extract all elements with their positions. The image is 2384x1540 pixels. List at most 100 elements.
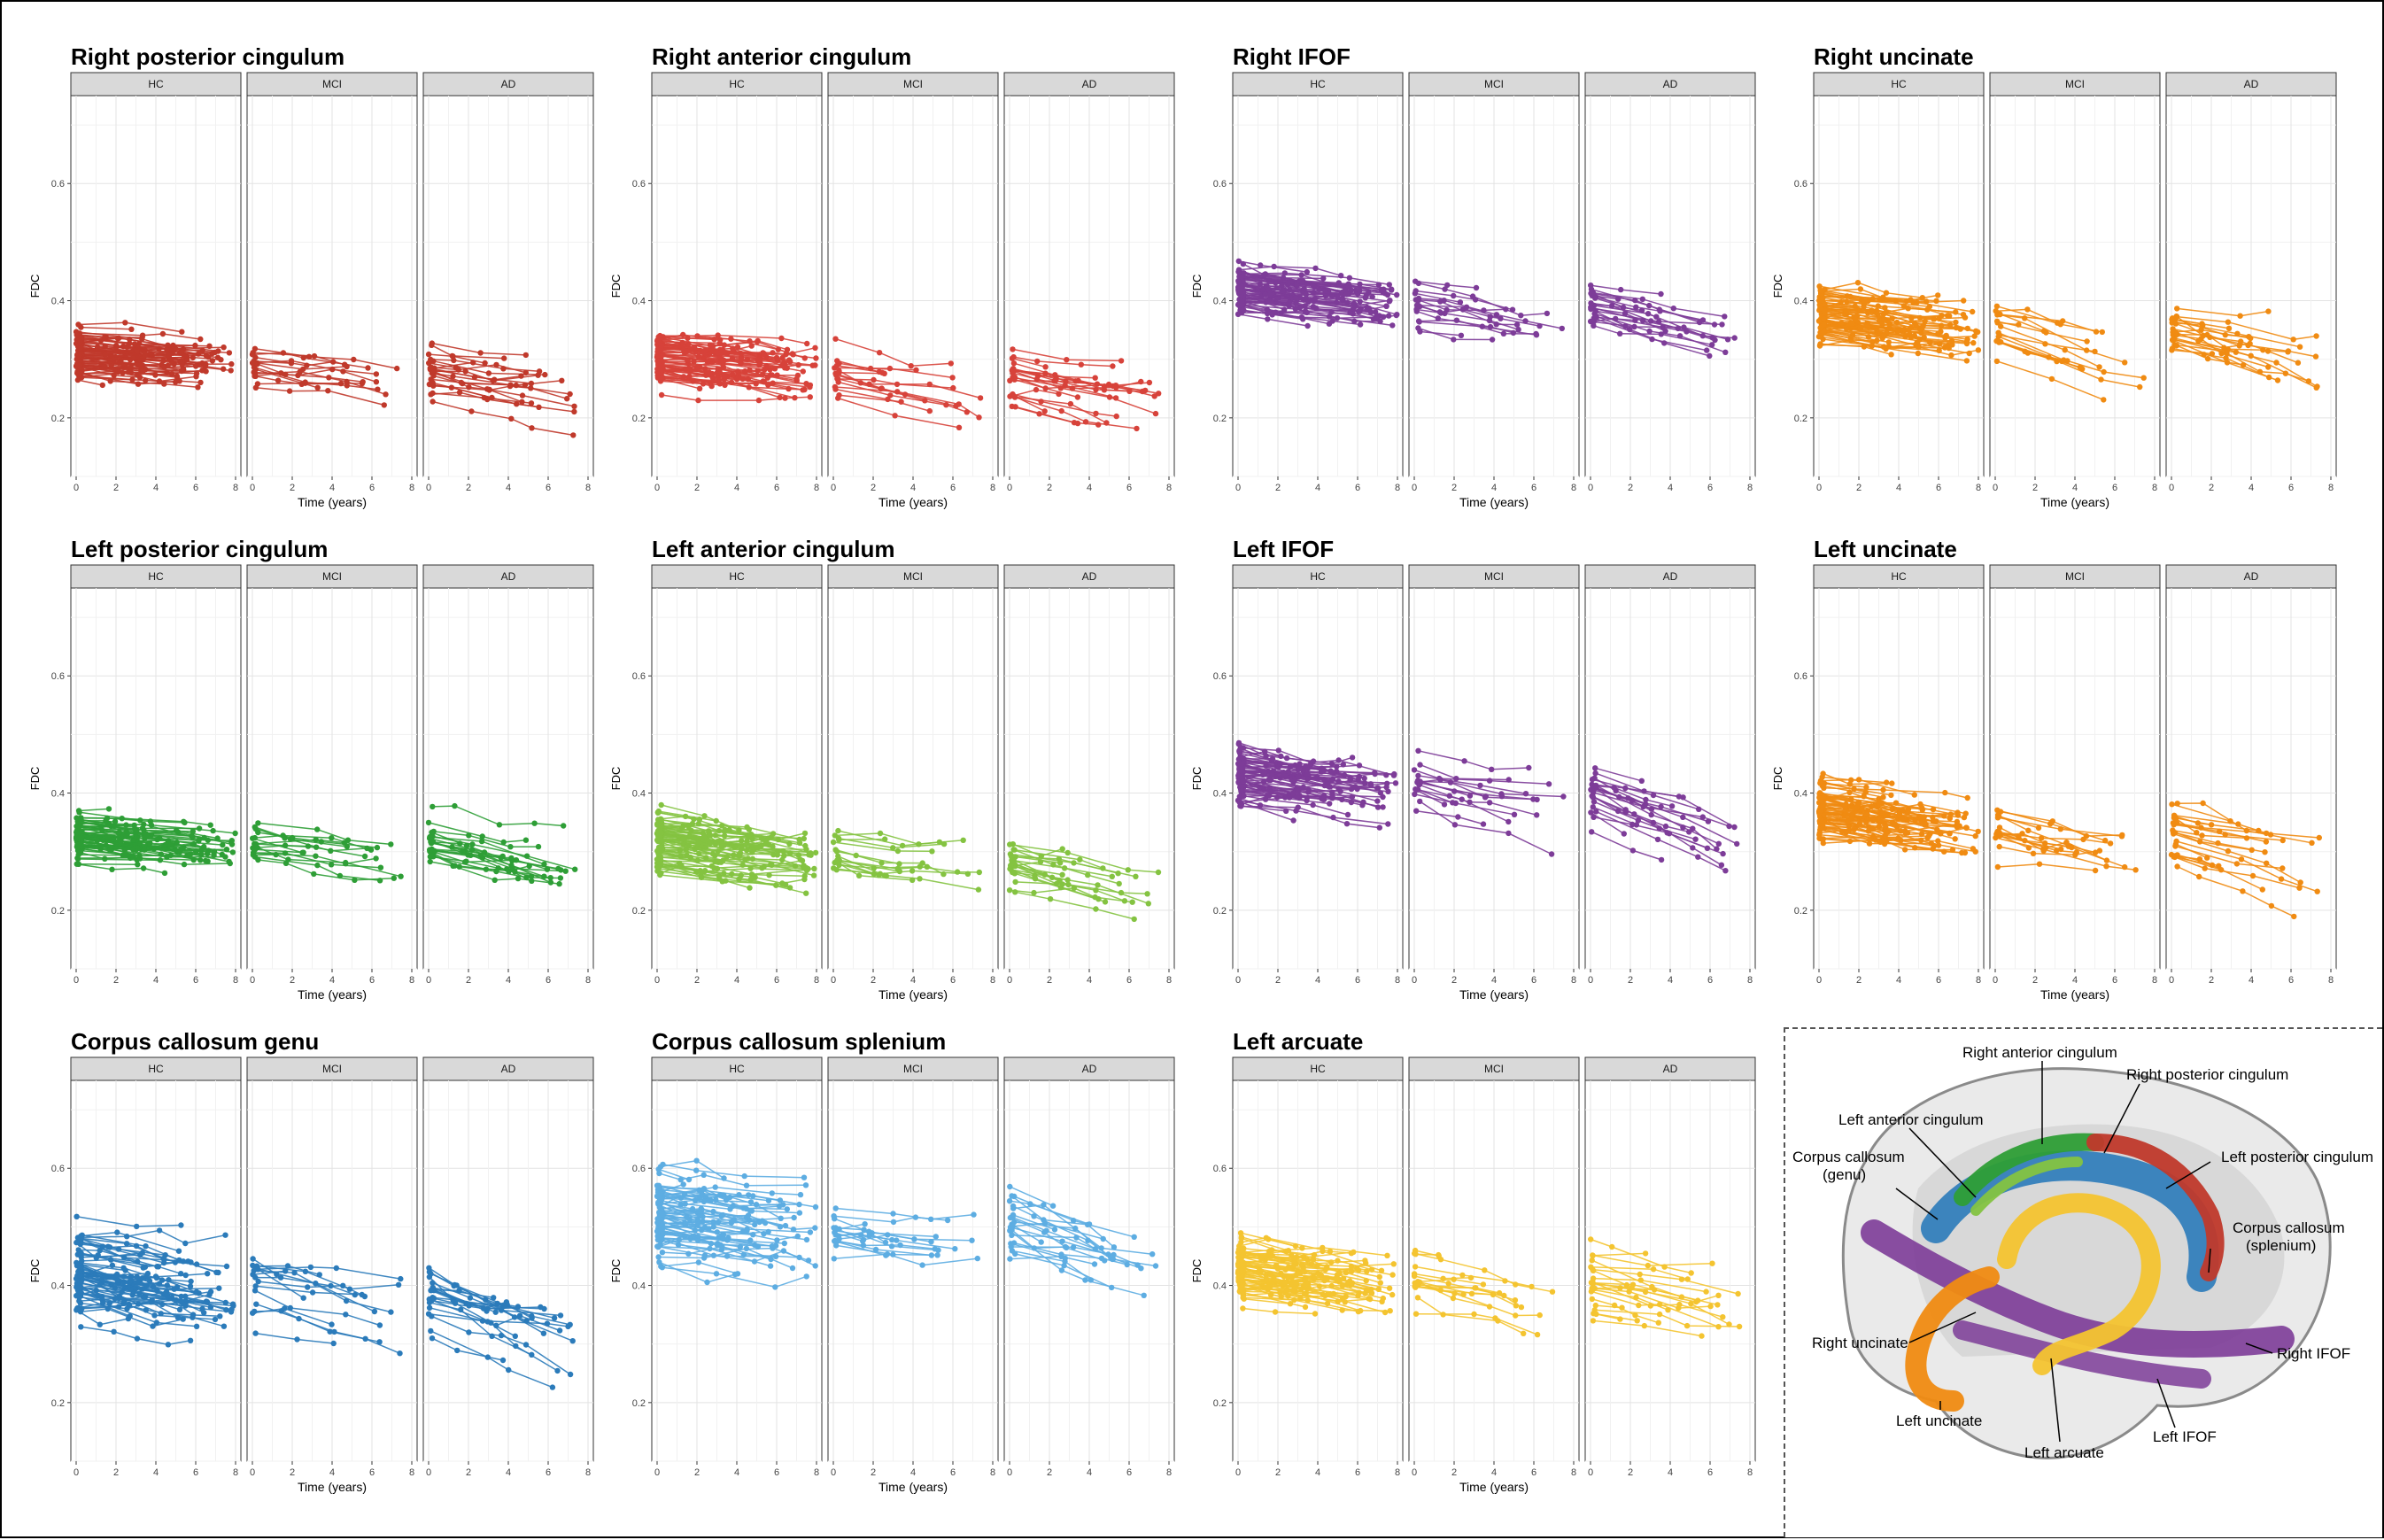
observation-point xyxy=(227,350,232,355)
observation-point xyxy=(1008,863,1013,868)
x-tick-label: 8 xyxy=(814,975,819,986)
observation-point xyxy=(698,873,703,878)
observation-point xyxy=(2317,835,2322,840)
observation-point xyxy=(1821,802,1826,808)
observation-point xyxy=(428,391,433,397)
chart-title: Right anterior cingulum xyxy=(652,43,911,70)
observation-point xyxy=(1906,306,1911,311)
observation-point xyxy=(1884,779,1889,785)
observation-point xyxy=(1663,824,1668,829)
observation-point xyxy=(697,386,702,391)
observation-point xyxy=(1588,306,1593,312)
observation-point xyxy=(1995,864,2001,870)
observation-point xyxy=(79,368,84,373)
observation-point xyxy=(100,1300,105,1305)
observation-point xyxy=(220,842,225,847)
y-tick-label: 0.2 xyxy=(51,1398,65,1409)
observation-point xyxy=(1947,816,1953,821)
observation-point xyxy=(1618,287,1623,292)
observation-point xyxy=(835,854,840,859)
x-tick-label: 0 xyxy=(1412,975,1417,986)
observation-point xyxy=(739,838,744,843)
observation-point xyxy=(1417,329,1422,334)
x-tick-label: 2 xyxy=(113,975,119,986)
observation-point xyxy=(2097,847,2102,853)
observation-point xyxy=(1859,806,1864,811)
x-tick-label: 4 xyxy=(153,483,159,493)
observation-point xyxy=(197,825,202,831)
observation-point xyxy=(105,822,111,827)
observation-point xyxy=(657,860,662,865)
facet-label: HC xyxy=(1310,78,1326,90)
observation-point xyxy=(711,378,716,383)
observation-point xyxy=(1294,283,1299,289)
observation-point xyxy=(1393,780,1398,785)
observation-point xyxy=(1846,790,1852,795)
observation-point xyxy=(1038,859,1043,864)
observation-point xyxy=(750,856,755,862)
observation-point xyxy=(1304,291,1309,297)
observation-point xyxy=(2041,329,2047,334)
x-tick-label: 6 xyxy=(1126,483,1132,493)
observation-point xyxy=(1010,368,1016,374)
observation-point xyxy=(190,829,196,834)
observation-point xyxy=(1589,829,1594,834)
observation-point xyxy=(102,856,107,862)
observation-point xyxy=(479,839,484,844)
observation-point xyxy=(1077,857,1082,863)
observation-point xyxy=(1858,325,1863,330)
observation-point xyxy=(378,865,383,871)
x-tick-label: 2 xyxy=(1628,975,1633,986)
observation-point xyxy=(2103,863,2109,869)
observation-point xyxy=(1640,318,1645,323)
observation-point xyxy=(520,392,525,398)
observation-point xyxy=(1241,270,1246,275)
observation-point xyxy=(1258,802,1263,808)
observation-point xyxy=(1970,846,1976,851)
observation-point xyxy=(1413,297,1419,302)
observation-point xyxy=(1132,917,1137,922)
observation-point xyxy=(165,1282,170,1288)
observation-point xyxy=(523,838,529,843)
observation-point xyxy=(1817,827,1823,832)
y-tick-label: 0.2 xyxy=(1794,906,1807,917)
x-tick-label: 2 xyxy=(466,975,471,986)
observation-point xyxy=(1855,280,1861,285)
observation-point xyxy=(1374,785,1380,791)
observation-point xyxy=(1630,847,1636,853)
observation-point xyxy=(1056,391,1061,397)
observation-point xyxy=(215,355,221,360)
observation-point xyxy=(1417,762,1422,767)
observation-point xyxy=(1888,352,1893,357)
x-axis-label: Time (years) xyxy=(1459,495,1529,509)
observation-point xyxy=(1300,316,1305,321)
observation-point xyxy=(288,836,293,841)
observation-point xyxy=(902,391,908,397)
observation-point xyxy=(135,1280,140,1285)
observation-point xyxy=(1533,331,1538,337)
observation-point xyxy=(1048,896,1053,902)
observation-point xyxy=(452,803,457,809)
observation-point xyxy=(835,376,840,382)
facet-label: MCI xyxy=(322,78,342,90)
x-tick-label: 8 xyxy=(2328,975,2334,986)
facet-label: MCI xyxy=(2065,78,2085,90)
observation-point xyxy=(204,1298,209,1304)
observation-point xyxy=(507,844,513,849)
observation-point xyxy=(977,870,982,875)
observation-point xyxy=(722,383,727,388)
observation-point xyxy=(1719,321,1724,327)
observation-point xyxy=(1293,300,1298,306)
observation-point xyxy=(2313,333,2318,338)
observation-point xyxy=(2264,839,2269,844)
observation-point xyxy=(329,835,334,840)
observation-point xyxy=(340,368,345,374)
observation-point xyxy=(1511,330,1516,336)
observation-point xyxy=(1869,803,1874,809)
observation-point xyxy=(427,834,432,840)
